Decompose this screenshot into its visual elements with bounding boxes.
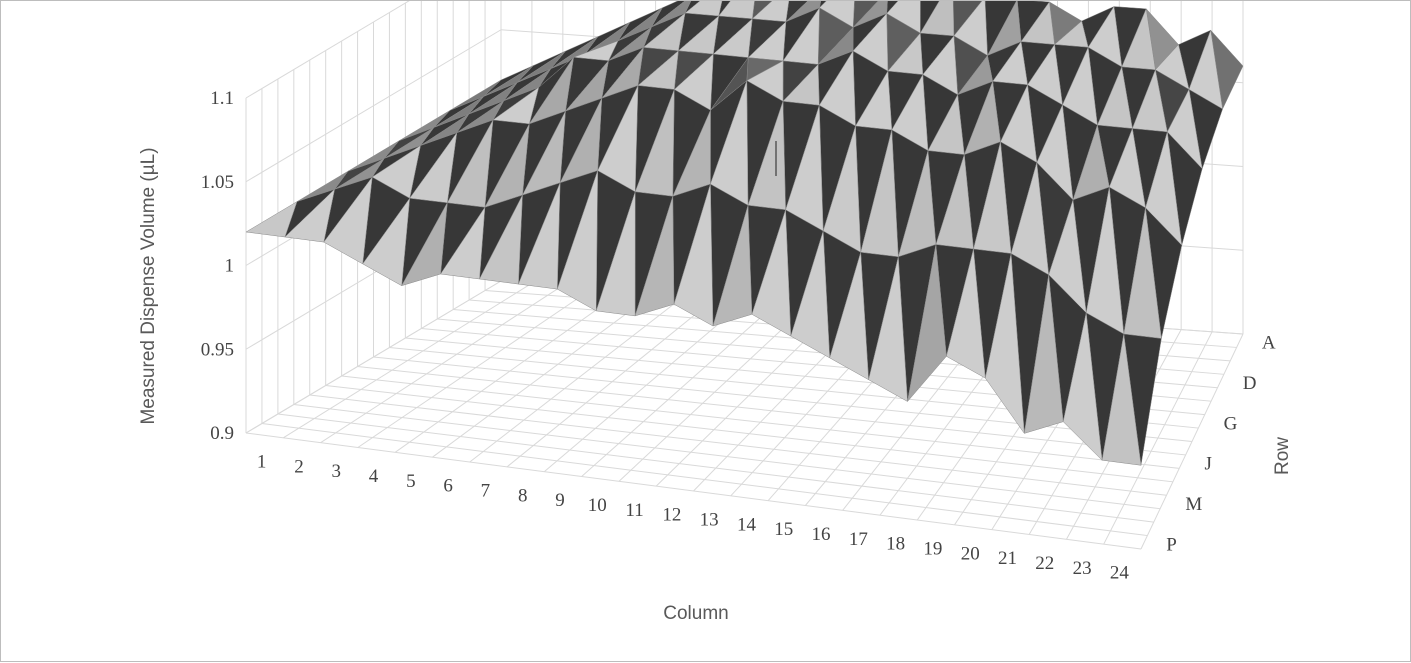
surface-facet (440, 206, 486, 280)
x-tick-label: 12 (662, 505, 681, 526)
row-tick-label: A (1262, 333, 1276, 354)
surface-facet (946, 248, 986, 379)
row-tick-label: D (1243, 373, 1257, 394)
z-tick-label: 1.1 (210, 88, 234, 109)
x-tick-label: 22 (1035, 553, 1054, 574)
x-tick-label: 17 (849, 529, 868, 550)
surface-facet (518, 182, 561, 290)
x-tick-label: 18 (886, 534, 905, 555)
y-axis-title: Measured Dispense Volume (µL) (138, 147, 159, 424)
x-axis-title: Column (663, 603, 728, 624)
surface-facet (751, 209, 792, 337)
x-tick-label: 14 (737, 514, 757, 535)
row-tick-label: G (1224, 413, 1238, 434)
x-tick-label: 16 (812, 524, 831, 545)
floor-gridline (293, 404, 1161, 510)
floor-gridline (357, 366, 1186, 456)
floor-gridline (325, 385, 1173, 483)
surface-facet (819, 1, 827, 9)
z-tick-label: 0.95 (201, 339, 234, 360)
surface-facet (362, 197, 411, 287)
floor-gridline (261, 423, 1148, 537)
left-wall-gridline (245, 280, 502, 434)
floor-gridline (277, 413, 1154, 523)
surface-facet (829, 252, 869, 381)
x-tick-label: 19 (923, 538, 942, 559)
left-wall-gridline (245, 29, 502, 183)
x-tick-label: 9 (555, 490, 565, 511)
x-tick-label: 6 (443, 476, 453, 497)
surface-facet (868, 256, 908, 402)
surface-facet (401, 202, 448, 287)
row-axis-title: Row (1272, 437, 1293, 475)
surface-facet (712, 205, 753, 327)
surface-facet (634, 196, 675, 317)
surface-facet (1101, 333, 1142, 466)
surface-facet (323, 176, 373, 265)
floor-gridline (245, 432, 1142, 550)
x-tick-label: 2 (294, 456, 304, 477)
row-tick-label: M (1185, 494, 1202, 515)
surface-plot (245, 1, 1244, 466)
x-tick-label: 15 (774, 519, 793, 540)
row-tick-label: P (1166, 534, 1177, 555)
x-tick-label: 11 (625, 500, 643, 521)
x-tick-label: 7 (481, 480, 491, 501)
z-tick-label: 0.9 (210, 423, 234, 444)
x-tick-label: 21 (998, 548, 1017, 569)
x-axis-ticks: 1 2 3 4 5 6 7 8 9 10 11 12 13 14 15 16 17 18 19 20 21 22 23 24 (257, 451, 1129, 583)
z-tick-label: 1.05 (201, 172, 234, 193)
x-tick-label: 20 (961, 543, 980, 564)
surface-facet (595, 191, 636, 317)
surface-facet (1023, 274, 1064, 434)
surface-facet (556, 170, 598, 312)
x-tick-label: 23 (1073, 558, 1092, 579)
z-tick-label: 1 (225, 256, 235, 277)
surface-facet (1062, 312, 1103, 461)
x-tick-label: 8 (518, 485, 528, 506)
surface-facet (673, 184, 714, 327)
x-tick-label: 3 (331, 461, 341, 482)
surface-facet (790, 230, 830, 359)
left-wall-gridline (245, 1, 410, 99)
floor-gridline (309, 394, 1167, 496)
surface-facet (479, 194, 523, 285)
x-tick-label: 24 (1110, 563, 1130, 584)
x-tick-label: 13 (700, 509, 719, 530)
z-axis-ticks: 1.1 1.05 1 0.95 0.9 (201, 88, 234, 444)
x-tick-label: 4 (369, 466, 379, 487)
surface-facet (985, 253, 1025, 435)
floor-gridline (373, 356, 1193, 442)
x-tick-label: 1 (257, 451, 267, 472)
row-tick-label: J (1204, 454, 1211, 475)
surface-facet (284, 188, 336, 243)
surface-facet (245, 201, 298, 238)
x-tick-label: 10 (588, 495, 607, 516)
surface-facet (907, 244, 947, 403)
floor-gridline (341, 375, 1180, 469)
x-tick-label: 5 (406, 471, 416, 492)
